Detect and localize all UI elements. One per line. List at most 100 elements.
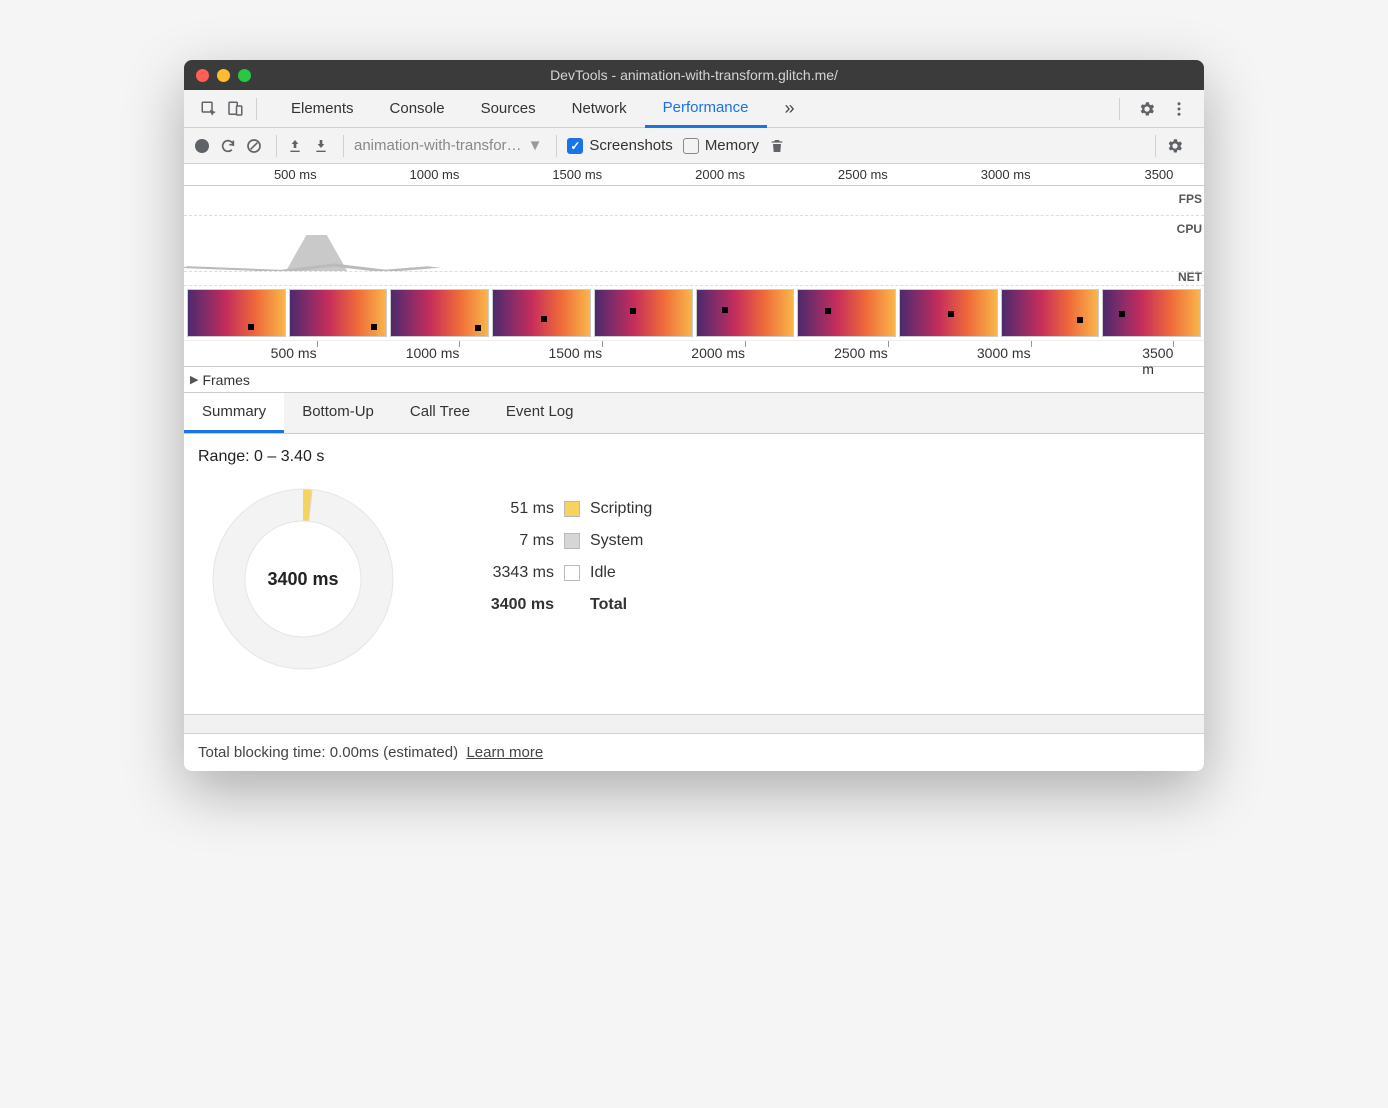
legend-swatch: [564, 565, 580, 581]
detail-tab-summary[interactable]: Summary: [184, 393, 284, 433]
tab-sources[interactable]: Sources: [463, 90, 554, 128]
legend-row: 3343 ms Idle: [468, 564, 652, 582]
ruler-tick: 3500: [1144, 167, 1173, 182]
frame-marker: [948, 311, 954, 317]
summary-legend: 51 msScripting 7 ms System 3343 ms Idle 3400 …: [468, 484, 652, 614]
legend-row: 51 msScripting: [468, 500, 652, 518]
timeline-tick: 2000 ms: [691, 345, 745, 361]
memory-label: Memory: [705, 137, 759, 154]
frames-track-header[interactable]: ▶ Frames: [184, 367, 1204, 393]
garbage-collect-icon[interactable]: [769, 137, 785, 155]
detail-tab-event-log[interactable]: Event Log: [488, 393, 592, 433]
screenshots-label: Screenshots: [589, 137, 672, 154]
fps-lane[interactable]: FPS: [184, 186, 1204, 216]
frame-marker: [1077, 317, 1083, 323]
titlebar: DevTools - animation-with-transform.glit…: [184, 60, 1204, 90]
device-toolbar-icon[interactable]: [226, 100, 244, 118]
tab-performance[interactable]: Performance: [645, 90, 767, 128]
screenshots-filmstrip[interactable]: [184, 286, 1204, 341]
settings-gear-icon[interactable]: [1138, 100, 1156, 118]
timeline-tick: 500 ms: [271, 345, 317, 361]
timeline-ruler[interactable]: 500 ms 1000 ms 1500 ms 2000 ms 2500 ms 3000 m…: [184, 341, 1204, 367]
separator: [1119, 98, 1120, 120]
timeline-tick: 2500 ms: [834, 345, 888, 361]
fps-lane-label: FPS: [1179, 192, 1202, 206]
recording-name: animation-with-transfor…: [354, 137, 522, 154]
legend-swatch: [564, 533, 580, 549]
separator: [343, 135, 344, 157]
frame-marker: [541, 316, 547, 322]
frames-track-label: Frames: [202, 372, 249, 388]
legend-row: 3400 msTotal: [468, 596, 652, 614]
save-profile-icon[interactable]: [313, 138, 329, 154]
timeline-tick: 3500 m: [1142, 345, 1173, 377]
legend-label: Idle: [590, 564, 616, 582]
record-button[interactable]: [194, 138, 210, 154]
ruler-tick: 2000 ms: [695, 167, 745, 182]
frame-marker: [722, 307, 728, 313]
filmstrip-frame[interactable]: [390, 289, 489, 337]
maximize-window-button[interactable]: [238, 69, 251, 82]
inspect-element-icon[interactable]: [200, 100, 218, 118]
overview-panel: 500 ms1000 ms1500 ms2000 ms2500 ms3000 m…: [184, 164, 1204, 286]
ruler-tick: 3000 ms: [981, 167, 1031, 182]
legend-time: 7 ms: [468, 532, 554, 550]
timeline-tick: 1000 ms: [406, 345, 460, 361]
legend-row: 7 ms System: [468, 532, 652, 550]
cpu-chart: [184, 215, 1204, 271]
tab-elements[interactable]: Elements: [273, 90, 372, 128]
frame-marker: [1119, 311, 1125, 317]
memory-checkbox[interactable]: Memory: [683, 137, 759, 154]
legend-time: 3400 ms: [468, 596, 554, 614]
tab-console[interactable]: Console: [372, 90, 463, 128]
cpu-lane[interactable]: CPU: [184, 216, 1204, 272]
frame-marker: [371, 324, 377, 330]
net-lane-label: NET: [1178, 270, 1202, 284]
detail-tab-bottom-up[interactable]: Bottom-Up: [284, 393, 392, 433]
filmstrip-frame[interactable]: [187, 289, 286, 337]
donut-chart: 3400 ms: [208, 484, 398, 674]
tabs-overflow-button[interactable]: »: [767, 90, 813, 128]
timeline-tick: 3000 ms: [977, 345, 1031, 361]
overview-ruler[interactable]: 500 ms1000 ms1500 ms2000 ms2500 ms3000 m…: [184, 164, 1204, 186]
timeline-tick: 1500 ms: [548, 345, 602, 361]
close-window-button[interactable]: [196, 69, 209, 82]
traffic-lights: [196, 69, 251, 82]
recording-selector[interactable]: animation-with-transfor… ▼: [354, 137, 542, 154]
devtools-window: DevTools - animation-with-transform.glit…: [184, 60, 1204, 771]
filmstrip-frame[interactable]: [289, 289, 388, 337]
capture-settings-gear-icon[interactable]: [1166, 137, 1184, 155]
summary-panel: Range: 0 – 3.40 s 3400 ms 51 msScripting…: [184, 434, 1204, 714]
filmstrip-frame[interactable]: [1001, 289, 1100, 337]
ruler-tick: 2500 ms: [838, 167, 888, 182]
panel-divider[interactable]: [184, 714, 1204, 734]
disclosure-triangle-icon: ▶: [190, 373, 198, 386]
separator: [556, 135, 557, 157]
tab-network[interactable]: Network: [554, 90, 645, 128]
filmstrip-frame[interactable]: [492, 289, 591, 337]
reload-button[interactable]: [220, 138, 236, 154]
ruler-tick: 1000 ms: [410, 167, 460, 182]
ruler-tick: 1500 ms: [552, 167, 602, 182]
separator: [276, 135, 277, 157]
net-lane[interactable]: NET: [184, 272, 1204, 286]
learn-more-link[interactable]: Learn more: [466, 744, 543, 761]
main-tabstrip: ElementsConsoleSourcesNetworkPerformance…: [184, 90, 1204, 128]
frame-marker: [825, 308, 831, 314]
minimize-window-button[interactable]: [217, 69, 230, 82]
filmstrip-frame[interactable]: [797, 289, 896, 337]
clear-button[interactable]: [246, 138, 262, 154]
detail-tabstrip: SummaryBottom-UpCall TreeEvent Log: [184, 393, 1204, 434]
detail-tab-call-tree[interactable]: Call Tree: [392, 393, 488, 433]
filmstrip-frame[interactable]: [696, 289, 795, 337]
filmstrip-frame[interactable]: [594, 289, 693, 337]
filmstrip-frame[interactable]: [899, 289, 998, 337]
legend-label: System: [590, 532, 643, 550]
screenshots-checkbox[interactable]: Screenshots: [567, 137, 672, 154]
kebab-menu-icon[interactable]: [1170, 100, 1188, 118]
load-profile-icon[interactable]: [287, 138, 303, 154]
footer-bar: Total blocking time: 0.00ms (estimated) …: [184, 734, 1204, 771]
filmstrip-frame[interactable]: [1102, 289, 1201, 337]
donut-total-label: 3400 ms: [208, 484, 398, 674]
legend-time: 3343 ms: [468, 564, 554, 582]
